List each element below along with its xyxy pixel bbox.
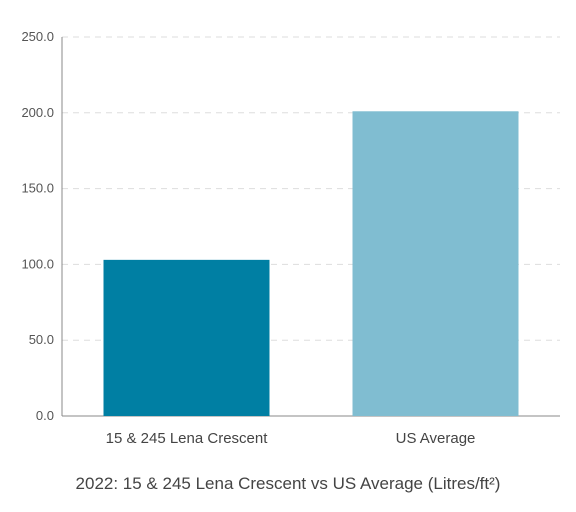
y-tick-labels: 0.0 50.0 100.0 150.0 200.0 250.0: [21, 29, 54, 423]
y-tick-label: 150.0: [21, 181, 54, 196]
x-category-labels: 15 & 245 Lena Crescent US Average: [106, 430, 476, 447]
y-tick-label: 100.0: [21, 256, 54, 271]
y-tick-label: 250.0: [21, 29, 54, 44]
chart-caption: 2022: 15 & 245 Lena Crescent vs US Avera…: [75, 474, 501, 493]
y-tick-label: 50.0: [29, 332, 54, 347]
x-category-label: 15 & 245 Lena Crescent: [106, 430, 269, 447]
bar-1: [103, 259, 270, 416]
bar-2: [352, 111, 519, 416]
x-category-label: US Average: [396, 430, 476, 447]
y-tick-label: 200.0: [21, 105, 54, 120]
y-tick-label: 0.0: [36, 408, 54, 423]
bars: [103, 111, 519, 416]
